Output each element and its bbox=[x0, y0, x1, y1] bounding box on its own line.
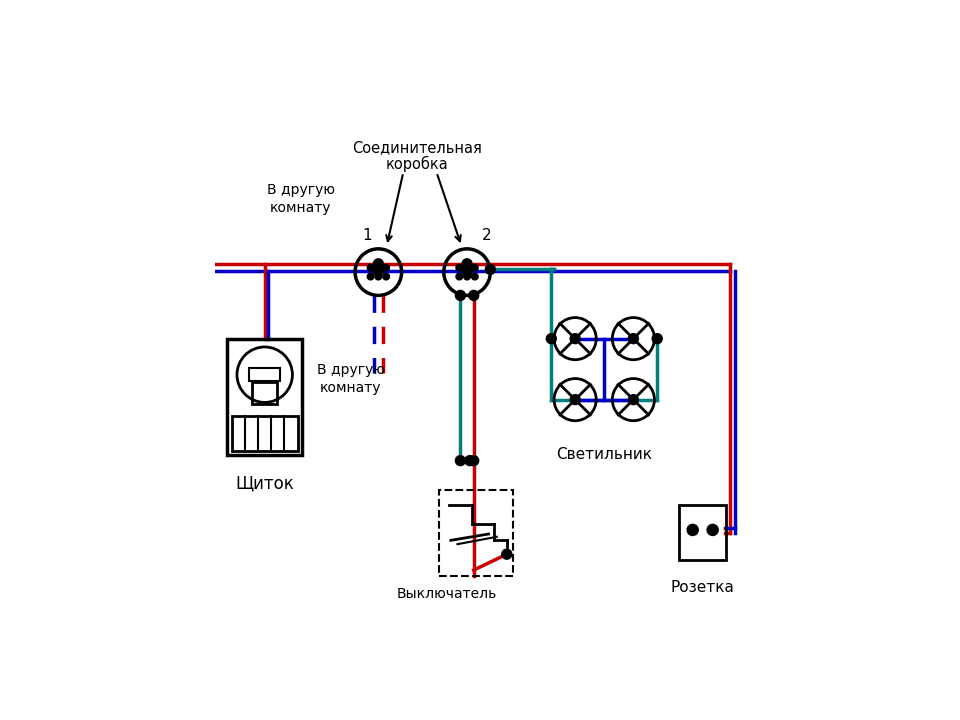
Text: 1: 1 bbox=[363, 228, 372, 243]
Circle shape bbox=[464, 264, 470, 271]
Circle shape bbox=[486, 264, 495, 274]
Circle shape bbox=[375, 273, 382, 280]
Text: коробка: коробка bbox=[386, 156, 448, 172]
Circle shape bbox=[383, 264, 390, 271]
Circle shape bbox=[455, 456, 466, 466]
Text: Соединительная: Соединительная bbox=[352, 140, 482, 156]
Circle shape bbox=[368, 264, 373, 271]
Circle shape bbox=[462, 258, 472, 269]
Circle shape bbox=[455, 290, 466, 300]
Circle shape bbox=[570, 395, 580, 405]
Bar bbox=[231, 416, 298, 451]
Text: 2: 2 bbox=[482, 228, 492, 243]
Circle shape bbox=[456, 273, 463, 280]
Text: В другую: В другую bbox=[267, 184, 335, 197]
Text: Розетка: Розетка bbox=[671, 580, 734, 595]
Bar bbox=[228, 338, 302, 455]
Circle shape bbox=[368, 273, 373, 280]
Circle shape bbox=[471, 264, 478, 271]
Circle shape bbox=[502, 549, 512, 559]
Text: комнату: комнату bbox=[320, 381, 381, 395]
Bar bbox=[679, 505, 726, 560]
Text: Щиток: Щиток bbox=[235, 474, 294, 492]
Bar bbox=[250, 368, 280, 382]
Text: В другую: В другую bbox=[317, 364, 385, 377]
Circle shape bbox=[465, 456, 475, 466]
Circle shape bbox=[468, 290, 479, 300]
Circle shape bbox=[373, 258, 383, 269]
Circle shape bbox=[464, 273, 470, 280]
Bar bbox=[252, 382, 276, 403]
Text: Светильник: Светильник bbox=[556, 447, 652, 462]
Circle shape bbox=[570, 333, 580, 343]
Circle shape bbox=[652, 333, 662, 343]
Circle shape bbox=[629, 395, 638, 405]
Circle shape bbox=[468, 456, 479, 466]
Circle shape bbox=[471, 273, 478, 280]
Circle shape bbox=[383, 273, 390, 280]
Circle shape bbox=[546, 333, 556, 343]
Bar bbox=[439, 490, 514, 576]
Circle shape bbox=[375, 264, 382, 271]
Circle shape bbox=[462, 266, 472, 276]
Circle shape bbox=[687, 524, 698, 536]
Circle shape bbox=[373, 266, 383, 276]
Circle shape bbox=[629, 333, 638, 343]
Circle shape bbox=[456, 264, 463, 271]
Text: Выключатель: Выключатель bbox=[397, 587, 497, 600]
Circle shape bbox=[708, 524, 718, 536]
Text: комнату: комнату bbox=[270, 201, 331, 215]
